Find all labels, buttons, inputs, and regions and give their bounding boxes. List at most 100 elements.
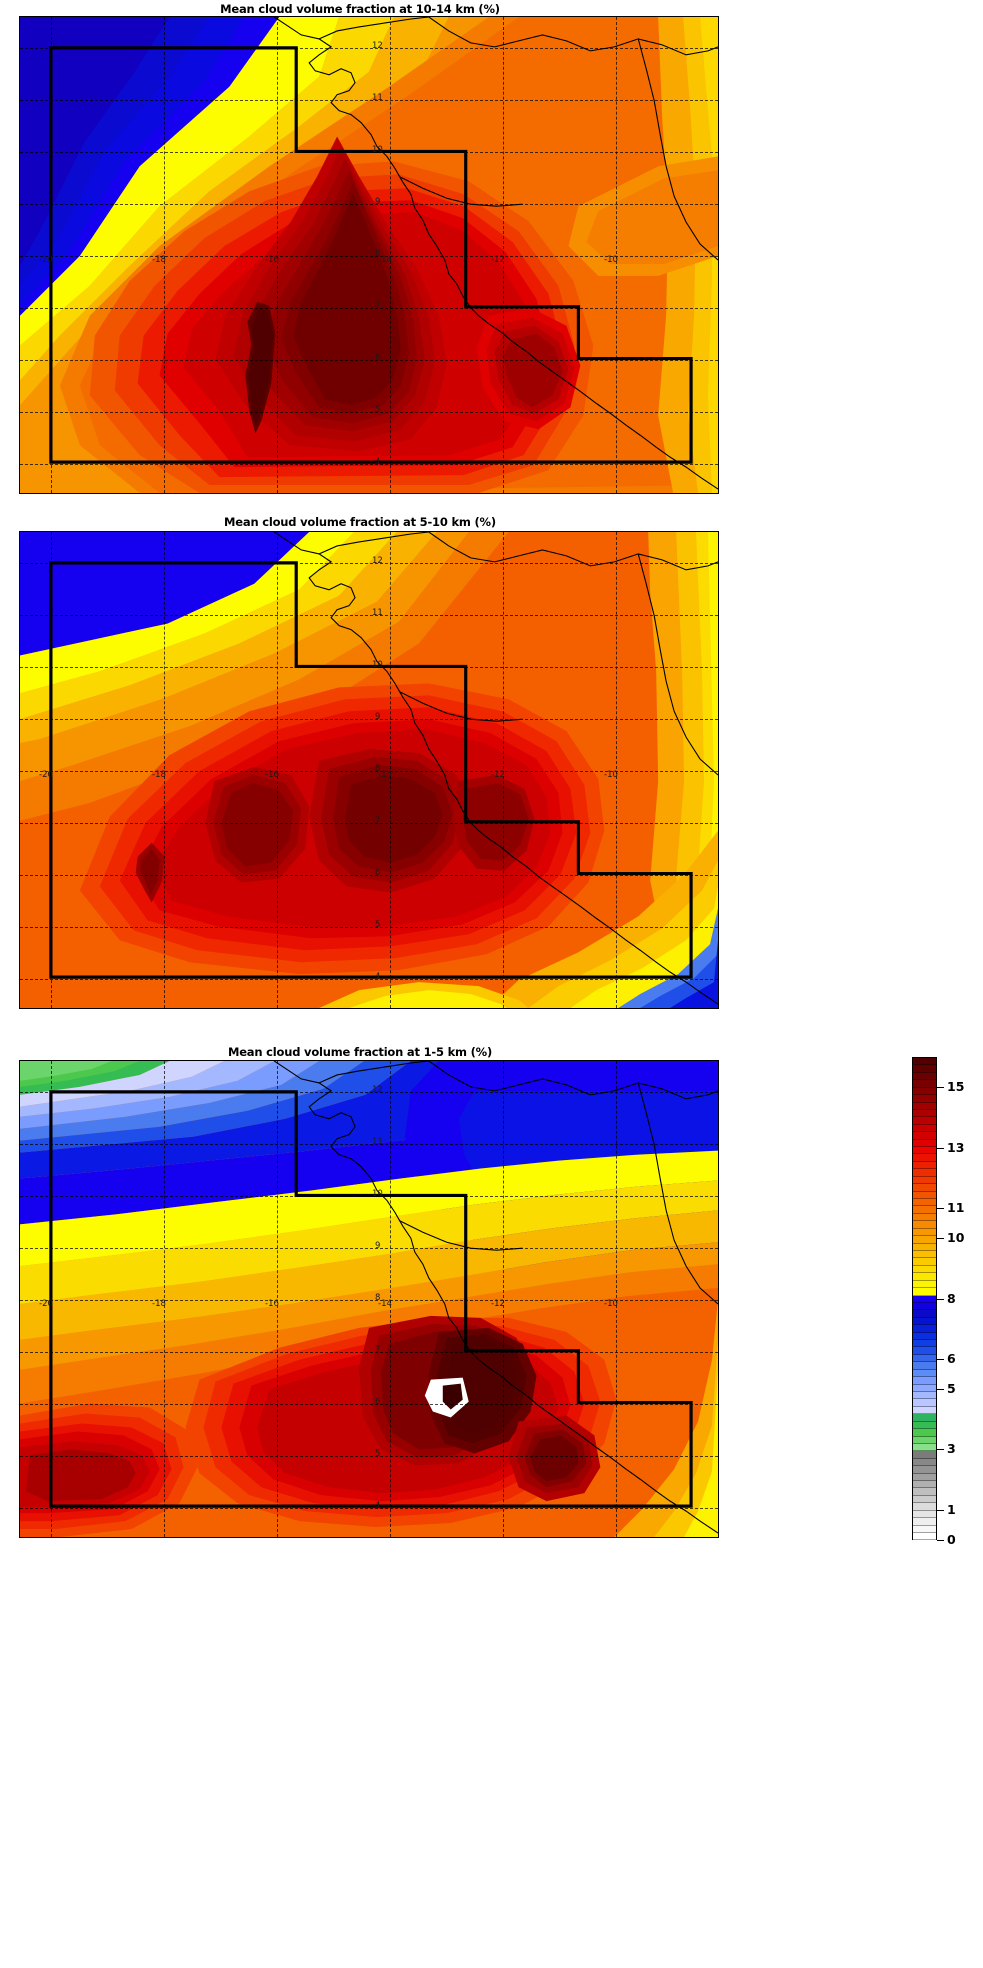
colorbar-swatch: [913, 1124, 936, 1133]
lat-tick-9: 9: [375, 1241, 381, 1251]
colorbar-tick-label: 11: [947, 1199, 965, 1215]
colorbar-swatch: [913, 1503, 936, 1511]
colorbar-tickmark: [937, 1147, 944, 1149]
lon-tick--16: -16: [265, 255, 279, 265]
lon-tick--12: -12: [491, 255, 505, 265]
colorbar-swatch: [913, 1436, 936, 1444]
lat-tick-7: 7: [375, 301, 381, 311]
colorbar-swatch: [913, 1399, 936, 1407]
colorbar-swatch: [913, 1377, 936, 1385]
colorbar-swatch: [913, 1362, 936, 1370]
lat-tick-6: 6: [375, 868, 381, 878]
colorbar-swatch: [913, 1236, 936, 1244]
lat-tick-9: 9: [375, 197, 381, 207]
colorbar-swatch: [913, 1495, 936, 1504]
colorbar-swatch: [913, 1325, 936, 1333]
colorbar: [912, 1057, 937, 1541]
panel-title-1-5km: Mean cloud volume fraction at 1-5 km (%): [227, 1045, 493, 1059]
colorbar-tickmark: [937, 1207, 944, 1209]
lon-tick--18: -18: [152, 255, 166, 265]
lat-tick-6: 6: [375, 353, 381, 363]
colorbar-swatch: [913, 1117, 936, 1125]
lon-tick--10: -10: [604, 1299, 618, 1309]
colorbar-swatch: [913, 1147, 936, 1155]
colorbar-tick-label: 0: [947, 1532, 956, 1547]
lon-tick--14: -14: [378, 255, 392, 265]
colorbar-swatch: [913, 1221, 936, 1229]
colorbar-swatch: [913, 1058, 936, 1066]
colorbar-swatch: [913, 1265, 936, 1274]
lon-tick--12: -12: [491, 1299, 505, 1309]
colorbar-swatch: [913, 1310, 936, 1318]
colorbar-swatch: [913, 1533, 936, 1541]
colorbar-swatch: [913, 1288, 936, 1296]
colorbar-swatch: [913, 1421, 936, 1430]
colorbar-swatch: [913, 1488, 936, 1496]
lat-tick-9: 9: [375, 712, 381, 722]
colorbar-swatch: [913, 1095, 936, 1103]
lon-tick--16: -16: [265, 770, 279, 780]
colorbar-swatch: [913, 1406, 936, 1415]
lat-tick-11: 11: [372, 608, 383, 618]
colorbar-swatch: [913, 1302, 936, 1311]
map-axes-5-10km: -20 -18 -16 -14 -12 -10 12 11 10 9 8 7 6…: [19, 531, 719, 1009]
lon-tick--16: -16: [265, 1299, 279, 1309]
colorbar-swatch: [913, 1451, 936, 1459]
colorbar-swatch: [913, 1206, 936, 1214]
lat-tick-8: 8: [375, 1293, 381, 1303]
colorbar-swatch: [913, 1332, 936, 1341]
lat-tick-8: 8: [375, 249, 381, 259]
lon-tick--20: -20: [39, 1299, 53, 1309]
lon-tick--20: -20: [39, 770, 53, 780]
lat-tick-7: 7: [375, 816, 381, 826]
colorbar-swatch: [913, 1443, 936, 1452]
panel-1-5km: Mean cloud volume fraction at 1-5 km (%): [0, 1024, 983, 1968]
colorbar-tick-label: 1: [947, 1501, 956, 1517]
colorbar-swatch: [913, 1258, 936, 1266]
colorbar-swatch: [913, 1169, 936, 1177]
colorbar-swatch: [913, 1391, 936, 1400]
lon-tick--12: -12: [491, 770, 505, 780]
lon-tick--18: -18: [152, 770, 166, 780]
contour-field-5-10km: [20, 532, 718, 1008]
lat-tick-12: 12: [372, 556, 383, 566]
colorbar-swatch: [913, 1280, 936, 1289]
panel-5-10km: Mean cloud volume fraction at 5-10 km (%…: [0, 512, 983, 1024]
map-overlay-10-14km: [20, 17, 718, 493]
colorbar-tick-label: 10: [947, 1230, 965, 1246]
panel-title-5-10km: Mean cloud volume fraction at 5-10 km (%…: [224, 515, 496, 529]
colorbar-swatch: [913, 1087, 936, 1096]
colorbar-swatch: [913, 1384, 936, 1392]
colorbar-tick-label: 8: [947, 1290, 956, 1306]
colorbar-tickmark: [937, 1389, 944, 1391]
colorbar-swatch: [913, 1518, 936, 1526]
colorbar-swatch: [913, 1184, 936, 1192]
lat-tick-8: 8: [375, 764, 381, 774]
lat-tick-5: 5: [375, 405, 381, 415]
map-axes-1-5km: -20 -18 -16 -14 -12 -10 12 11 10 9 8 7 6…: [19, 1060, 719, 1538]
colorbar-swatch: [913, 1317, 936, 1326]
colorbar-swatch: [913, 1354, 936, 1363]
colorbar-swatch: [913, 1228, 936, 1237]
lat-tick-12: 12: [372, 41, 383, 51]
colorbar-swatch: [913, 1525, 936, 1533]
colorbar-tick-label: 5: [947, 1381, 956, 1397]
lat-tick-11: 11: [372, 1137, 383, 1147]
panel-title-10-14km: Mean cloud volume fraction at 10-14 km (…: [220, 2, 500, 16]
colorbar-swatch: [913, 1458, 936, 1467]
lon-tick--14: -14: [378, 770, 392, 780]
lat-tick-11: 11: [372, 93, 383, 103]
lat-tick-5: 5: [375, 1449, 381, 1459]
colorbar-swatch: [913, 1080, 936, 1088]
colorbar-tickmark: [937, 1358, 944, 1360]
colorbar-swatch: [913, 1154, 936, 1162]
colorbar-swatch: [913, 1369, 936, 1378]
colorbar-swatch: [913, 1510, 936, 1519]
colorbar-swatch: [913, 1139, 936, 1148]
lat-tick-4: 4: [375, 457, 381, 467]
colorbar-swatch: [913, 1199, 936, 1207]
lon-tick--10: -10: [604, 255, 618, 265]
colorbar-swatch: [913, 1132, 936, 1140]
colorbar-swatch: [913, 1473, 936, 1482]
